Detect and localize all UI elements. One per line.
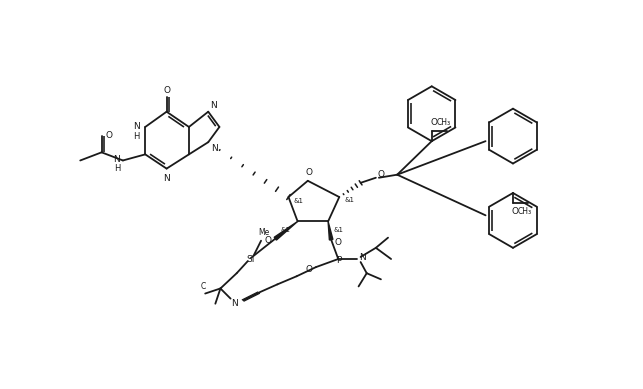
- Text: O: O: [305, 168, 312, 177]
- Text: &1: &1: [333, 226, 343, 233]
- Text: Me: Me: [258, 228, 269, 237]
- Text: &1: &1: [280, 226, 291, 233]
- Text: N: N: [211, 144, 218, 153]
- Text: C: C: [201, 282, 206, 291]
- Text: N: N: [231, 299, 238, 308]
- Text: H: H: [133, 131, 140, 140]
- Text: Si: Si: [247, 254, 255, 263]
- Text: CH₃: CH₃: [518, 207, 532, 216]
- Text: O: O: [265, 236, 272, 245]
- Text: N: N: [210, 101, 217, 110]
- Text: O: O: [430, 118, 437, 127]
- Text: O: O: [305, 265, 312, 273]
- Text: N: N: [113, 155, 120, 164]
- Polygon shape: [328, 221, 333, 240]
- Text: N: N: [132, 123, 140, 131]
- Text: N: N: [163, 174, 170, 183]
- Polygon shape: [274, 221, 298, 240]
- Text: O: O: [105, 131, 112, 140]
- Text: &1: &1: [345, 197, 354, 203]
- Text: O: O: [377, 170, 385, 179]
- Text: P: P: [336, 256, 342, 265]
- Text: N: N: [359, 254, 366, 263]
- Text: O: O: [163, 86, 170, 95]
- Text: O: O: [335, 238, 342, 247]
- Text: O: O: [512, 207, 518, 216]
- Text: &1: &1: [294, 198, 303, 204]
- Text: H: H: [114, 164, 120, 173]
- Text: CH₃: CH₃: [437, 118, 451, 127]
